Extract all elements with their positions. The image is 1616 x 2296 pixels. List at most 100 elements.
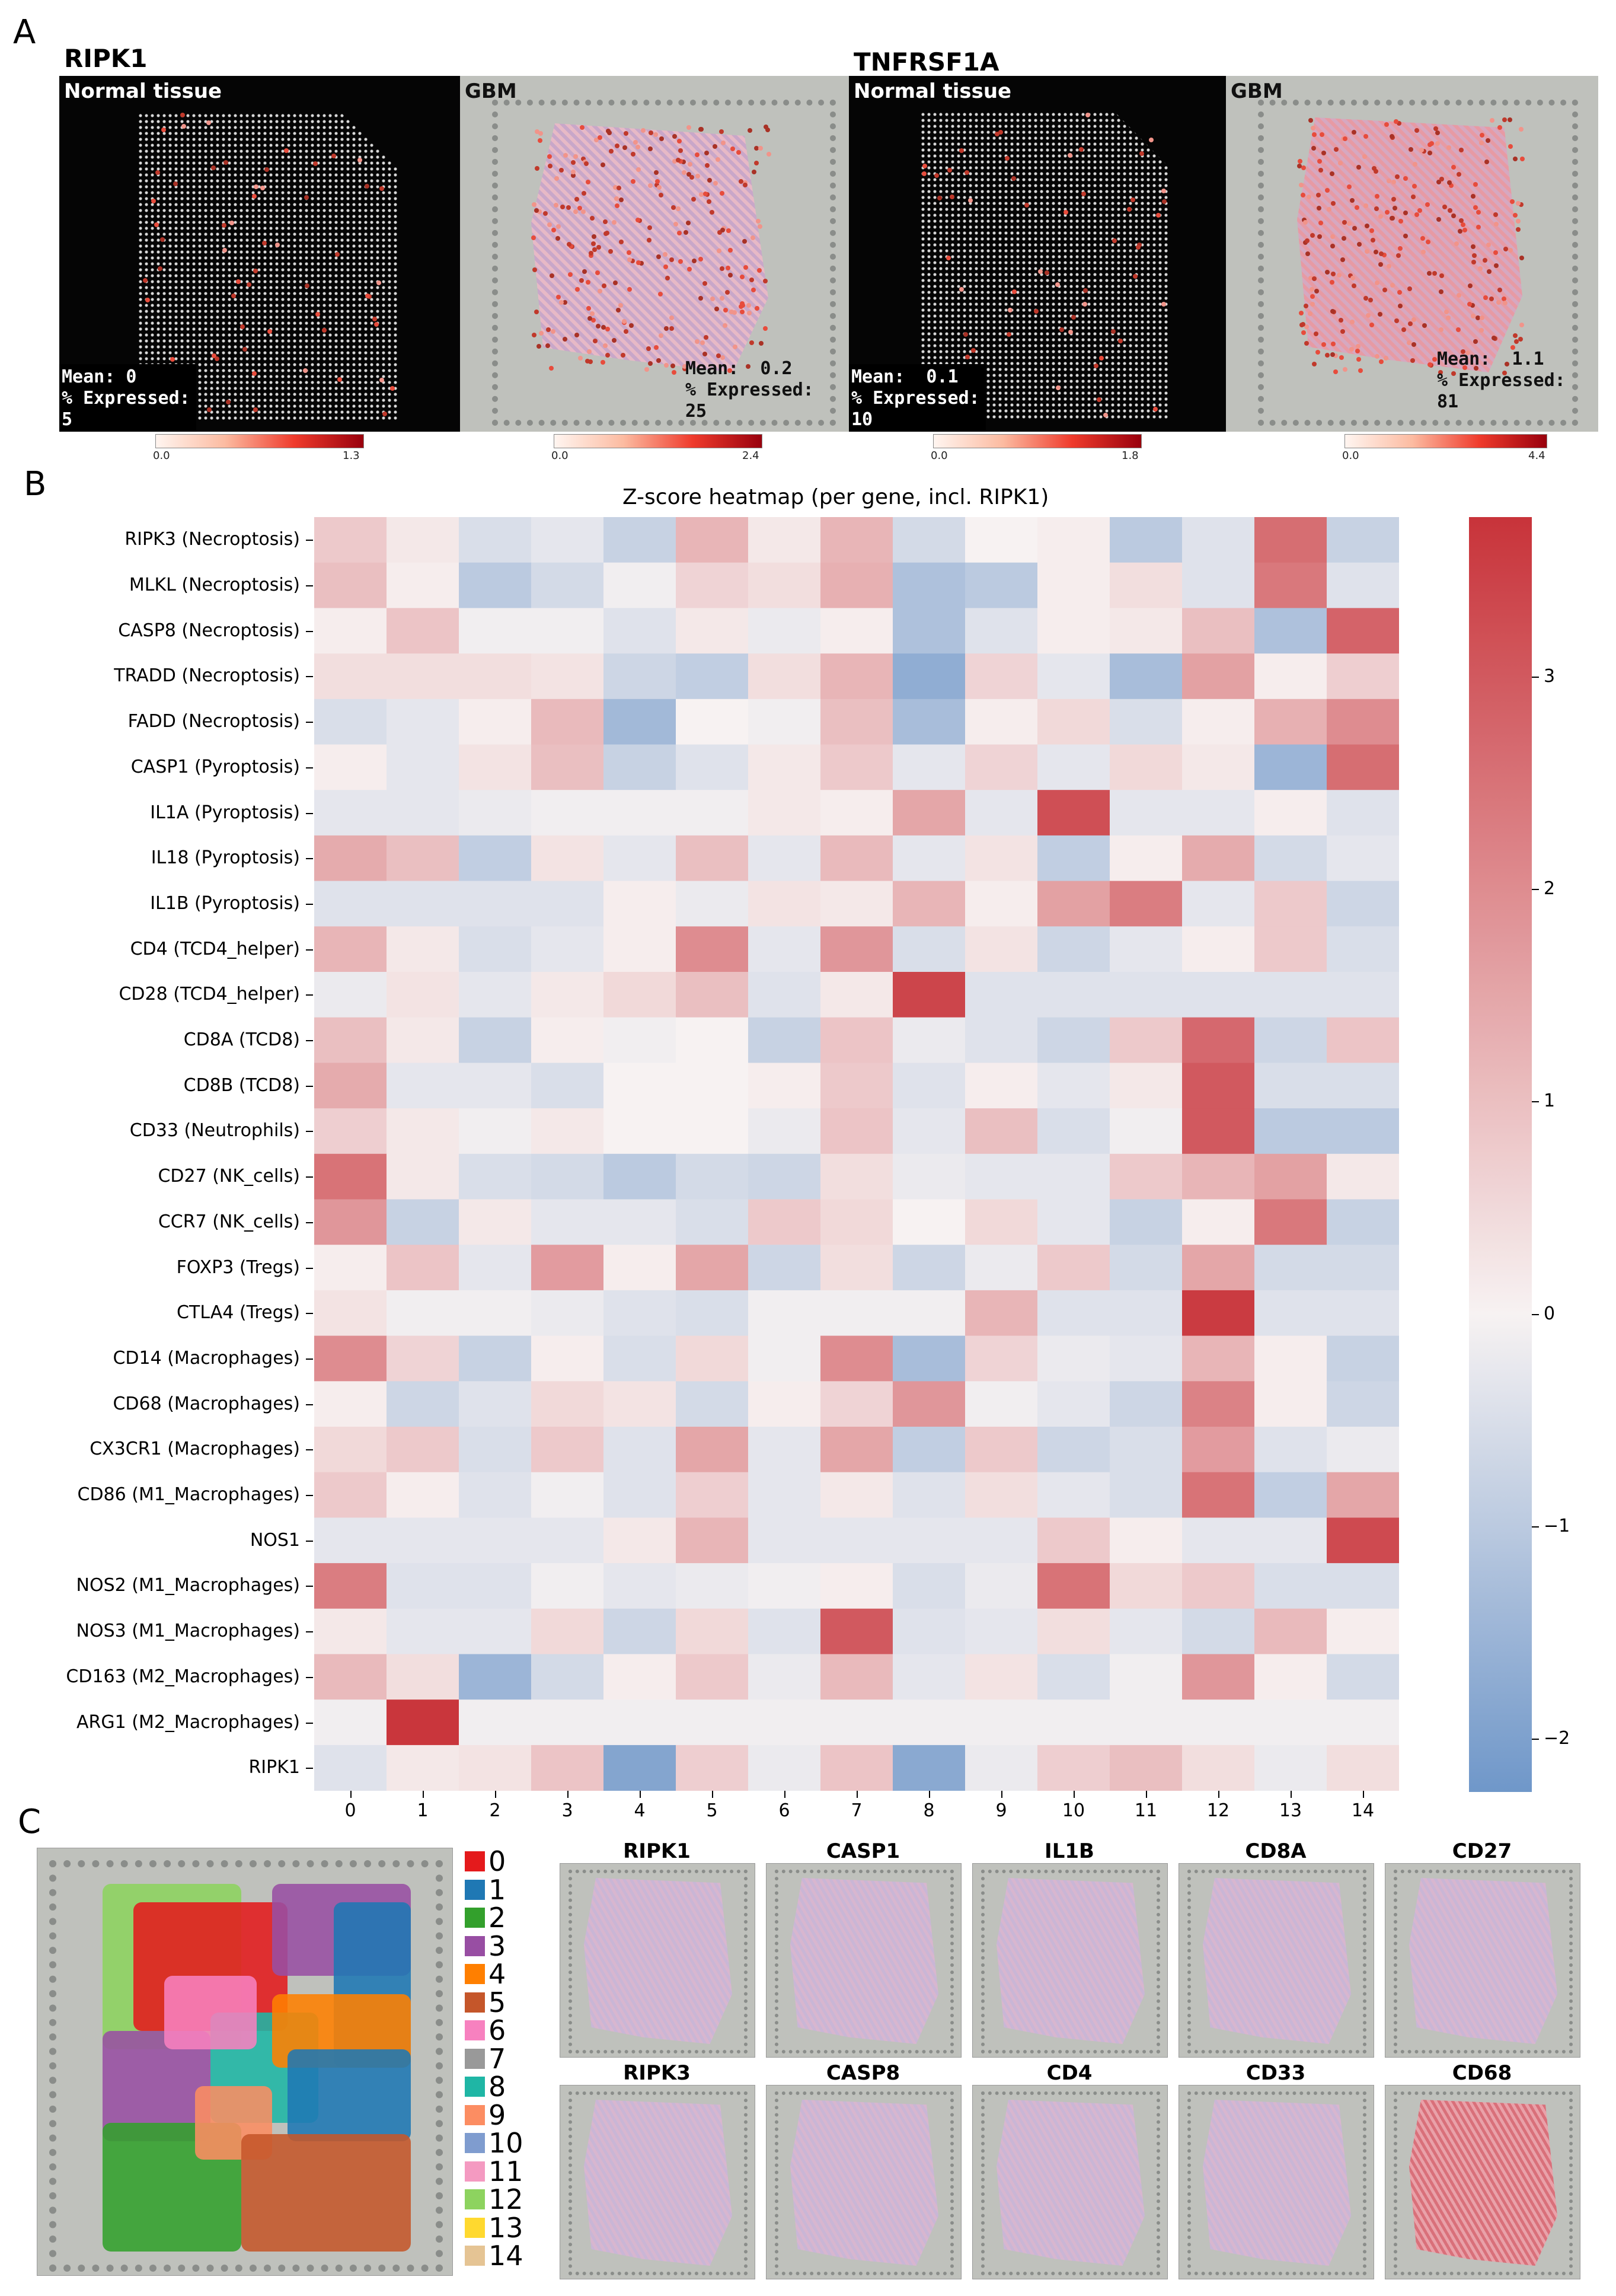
slide-frame xyxy=(1187,1870,1366,2053)
expression-spot xyxy=(389,385,395,391)
colorbar-max-label: 2.4 xyxy=(742,449,759,462)
expression-spot xyxy=(1456,327,1461,332)
heatmap-cell xyxy=(1037,1699,1110,1746)
expression-spot xyxy=(1410,194,1416,200)
expression-spot xyxy=(1311,146,1316,151)
expression-spot xyxy=(669,326,675,331)
expression-spot xyxy=(1127,206,1132,212)
expression-spot xyxy=(1519,323,1525,328)
expression-spot xyxy=(1503,300,1508,305)
heatmap-cell xyxy=(1110,1472,1183,1518)
expression-spot xyxy=(721,140,726,145)
expression-spot xyxy=(612,185,618,190)
legend-swatch xyxy=(465,1964,485,1984)
heatmap-cell xyxy=(459,1745,532,1791)
heatmap-cell xyxy=(603,517,676,563)
expression-spot xyxy=(672,370,677,375)
expression-spot xyxy=(571,170,576,175)
expression-spot xyxy=(538,130,544,136)
colorbar-max-label: 4.4 xyxy=(1528,449,1545,462)
heatmap-cell xyxy=(603,744,676,790)
heatmap-cell xyxy=(1037,1745,1110,1791)
heatmap-cell xyxy=(1182,1199,1255,1245)
expression-spot xyxy=(624,131,629,136)
heatmap-cell xyxy=(748,972,821,1018)
heatmap-cell xyxy=(1037,790,1110,836)
expression-spot xyxy=(170,357,175,362)
heatmap-cell xyxy=(314,835,387,882)
expression-spot xyxy=(934,173,940,178)
expression-spot xyxy=(283,148,289,154)
expression-spot xyxy=(1501,296,1506,301)
colorbar-tick-label: 0 xyxy=(1544,1303,1556,1324)
heatmap-cell xyxy=(459,699,532,745)
row-label: CTLA4 (Tregs) xyxy=(177,1302,300,1324)
expression-spot xyxy=(653,345,659,350)
expression-spot xyxy=(766,152,771,157)
expression-spot xyxy=(1103,412,1109,417)
heatmap-cell xyxy=(1327,744,1399,790)
heatmap-cell xyxy=(387,608,459,654)
expression-spot xyxy=(1462,228,1467,233)
expression-spot xyxy=(675,206,681,212)
expression-spot xyxy=(1476,224,1481,229)
expression-spot xyxy=(1355,205,1360,210)
heatmap-cell xyxy=(820,1017,893,1063)
heatmap-cell xyxy=(531,1245,604,1291)
stats-box: Mean: 0.2 % Expressed: 25 xyxy=(685,358,814,422)
heatmap-cell xyxy=(314,1245,387,1291)
expression-spot xyxy=(231,293,237,298)
heatmap-cell xyxy=(748,1335,821,1382)
expression-spot xyxy=(586,305,591,311)
expression-spot xyxy=(536,344,541,349)
heatmap-cell xyxy=(820,1699,893,1746)
tissue-region xyxy=(997,2100,1145,2266)
expression-spot xyxy=(1426,270,1432,276)
expression-spot xyxy=(1161,188,1166,193)
colorbar-tnfrsf1a-gbm xyxy=(1344,434,1547,448)
heatmap-cell xyxy=(676,1153,749,1200)
expression-spot xyxy=(656,254,661,260)
expression-spot xyxy=(1403,176,1409,181)
heatmap-cell xyxy=(1037,517,1110,563)
heatmap-cell xyxy=(314,926,387,972)
heatmap-cell xyxy=(965,1517,1038,1564)
heatmap-cell xyxy=(1254,1153,1327,1200)
heatmap-cell xyxy=(676,1472,749,1518)
expression-spot xyxy=(964,170,969,176)
panel-title: Normal tissue xyxy=(64,79,222,103)
expression-spot xyxy=(1137,242,1142,247)
legend-swatch xyxy=(465,1935,485,1956)
expression-spot xyxy=(1162,199,1167,205)
heatmap-cell xyxy=(893,790,966,836)
expression-spot xyxy=(568,272,573,278)
expression-spot xyxy=(1518,337,1523,342)
expression-spot xyxy=(312,161,318,167)
expression-spot xyxy=(1317,234,1323,240)
heatmap-cell xyxy=(1327,1654,1399,1700)
heatmap-cell xyxy=(676,835,749,882)
heatmap-cell xyxy=(820,699,893,745)
expression-spot xyxy=(1435,130,1440,135)
heatmap-cell xyxy=(387,517,459,563)
row-label: RIPK1 xyxy=(248,1757,300,1778)
expression-spot xyxy=(1356,356,1361,362)
heatmap-cell xyxy=(820,835,893,882)
expression-spot xyxy=(222,222,227,228)
heatmap-cell xyxy=(965,790,1038,836)
expression-spot xyxy=(543,211,548,216)
expression-spot xyxy=(315,312,320,317)
expression-spot xyxy=(1393,119,1398,124)
gene-expression-panel xyxy=(972,1863,1168,2058)
gene-title-tnfrsf1a: TNFRSF1A xyxy=(854,47,999,76)
expression-spot xyxy=(1513,339,1519,344)
expression-spot xyxy=(591,241,596,247)
expression-spot xyxy=(605,353,610,358)
expression-spot xyxy=(968,197,973,203)
expression-spot xyxy=(670,205,676,210)
heatmap-cell xyxy=(1254,744,1327,790)
heatmap-cell xyxy=(1110,1245,1183,1291)
heatmap-cell xyxy=(748,1199,821,1245)
expression-spot xyxy=(1427,151,1433,156)
expression-spot xyxy=(1408,146,1413,152)
